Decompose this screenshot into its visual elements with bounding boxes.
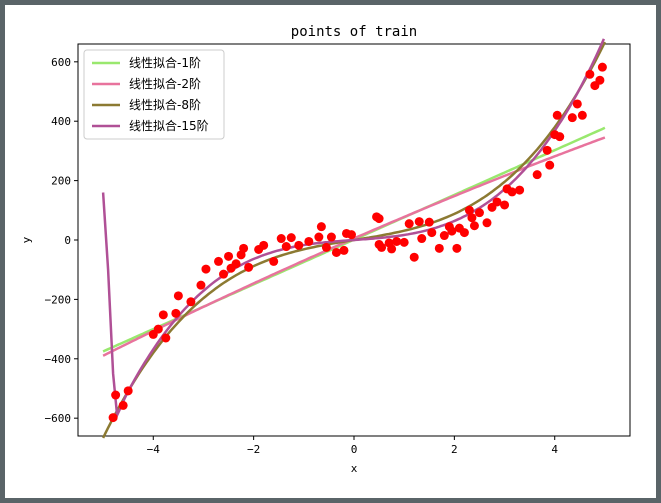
legend-label: 线性拟合-8阶	[129, 97, 201, 112]
data-point	[259, 240, 269, 250]
data-point	[459, 228, 469, 238]
data-point	[482, 218, 492, 228]
y-tick-label: −400	[45, 353, 72, 366]
data-point	[567, 113, 577, 123]
x-tick-label: −2	[247, 443, 260, 456]
data-point	[532, 170, 542, 180]
data-point	[409, 252, 419, 262]
data-point	[500, 200, 510, 210]
data-point	[196, 280, 206, 290]
legend-box	[83, 49, 225, 140]
data-point	[392, 236, 402, 246]
data-point	[173, 291, 183, 301]
data-point	[507, 187, 517, 197]
data-point	[595, 75, 605, 85]
data-point	[545, 160, 555, 170]
x-axis: −4 −2 0 2 4	[147, 436, 558, 456]
y-axis: −600 −400 −200 0 200 400 600	[45, 56, 78, 425]
data-point	[427, 228, 437, 238]
data-point	[231, 259, 241, 269]
data-point	[108, 413, 118, 423]
data-point	[374, 214, 384, 224]
data-point	[186, 297, 196, 307]
chart-title: points of train	[291, 24, 417, 40]
y-tick-label: 200	[51, 175, 71, 188]
data-point	[424, 217, 434, 227]
data-point	[404, 219, 414, 229]
x-tick-label: −4	[147, 443, 161, 456]
data-point	[239, 243, 249, 253]
data-point	[434, 243, 444, 253]
data-point	[464, 205, 474, 215]
data-point	[439, 231, 449, 241]
data-point	[492, 197, 502, 207]
x-tick-label: 2	[451, 443, 458, 456]
data-point	[294, 240, 304, 250]
data-point	[153, 324, 163, 334]
data-point	[414, 217, 424, 227]
data-point	[224, 251, 234, 261]
data-point	[555, 132, 565, 142]
data-point	[111, 390, 121, 400]
y-tick-label: 600	[51, 56, 71, 69]
data-point	[447, 226, 457, 236]
data-point	[214, 256, 224, 266]
data-point	[326, 232, 336, 242]
legend-label: 线性拟合-15阶	[129, 118, 209, 133]
data-point	[244, 262, 254, 272]
y-tick-label: −200	[45, 293, 72, 306]
chart: points of train x y −4 −2 0 2 4 −600 −400 −200…	[20, 24, 631, 475]
data-point	[399, 237, 409, 247]
data-point	[304, 236, 314, 246]
data-points	[108, 62, 607, 423]
data-point	[331, 247, 341, 257]
data-point	[552, 110, 562, 120]
data-point	[597, 62, 607, 72]
legend-label: 线性拟合-2阶	[129, 76, 201, 91]
data-point	[316, 222, 326, 232]
data-point	[474, 208, 484, 218]
data-point	[452, 243, 462, 253]
data-point	[577, 110, 587, 120]
data-point	[161, 333, 171, 343]
data-point	[314, 232, 324, 242]
data-point	[339, 245, 349, 255]
data-point	[171, 308, 181, 318]
y-axis-label: y	[20, 236, 33, 243]
y-tick-label: 0	[64, 234, 71, 247]
data-point	[467, 213, 477, 223]
data-point	[281, 242, 291, 252]
data-point	[387, 244, 397, 254]
x-axis-label: x	[351, 462, 358, 475]
x-tick-label: 4	[551, 443, 558, 456]
data-point	[321, 242, 331, 252]
data-point	[346, 230, 356, 240]
data-point	[585, 69, 595, 79]
data-point	[469, 221, 479, 231]
data-point	[515, 185, 525, 195]
data-point	[269, 256, 279, 266]
y-tick-label: 400	[51, 115, 71, 128]
data-point	[123, 386, 133, 396]
figure: points of train x y −4 −2 0 2 4 −600 −400 −200…	[5, 5, 656, 498]
data-point	[276, 234, 286, 244]
data-point	[201, 264, 211, 274]
data-point	[219, 269, 229, 279]
data-point	[572, 99, 582, 109]
data-point	[286, 233, 296, 243]
data-point	[417, 234, 427, 244]
legend-label: 线性拟合-1阶	[129, 55, 201, 70]
x-tick-label: 0	[351, 443, 358, 456]
data-point	[158, 310, 168, 320]
data-point	[118, 400, 128, 410]
y-tick-label: −600	[45, 412, 72, 425]
data-point	[377, 242, 387, 252]
data-point	[542, 145, 552, 155]
